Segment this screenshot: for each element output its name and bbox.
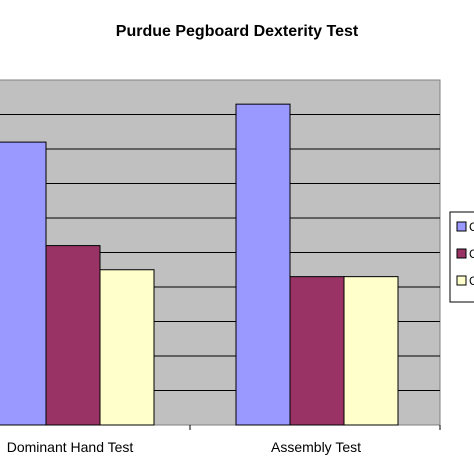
bar-1-1	[0, 141, 47, 426]
bar-3-1	[99, 269, 155, 426]
x-tick-label: Assembly Test	[271, 439, 361, 455]
legend: CCC	[449, 211, 474, 303]
bar-1-2	[235, 103, 291, 426]
chart-title: Purdue Pegboard Dexterity Test	[116, 23, 359, 40]
bars-group	[0, 103, 441, 430]
x-tick-label: Dominant Hand Test	[7, 439, 134, 455]
legend-label: C	[469, 274, 474, 288]
bar-2-1	[45, 245, 101, 426]
x-tick-labels: Dominant Hand Test Assembly Test	[7, 439, 361, 455]
legend-label: C	[469, 247, 474, 261]
legend-swatch	[456, 275, 467, 286]
legend-swatch	[456, 221, 467, 232]
legend-label: C	[469, 220, 474, 234]
bar-2-2	[289, 276, 345, 426]
bar-3-2	[343, 276, 399, 426]
legend-swatch	[456, 248, 467, 259]
